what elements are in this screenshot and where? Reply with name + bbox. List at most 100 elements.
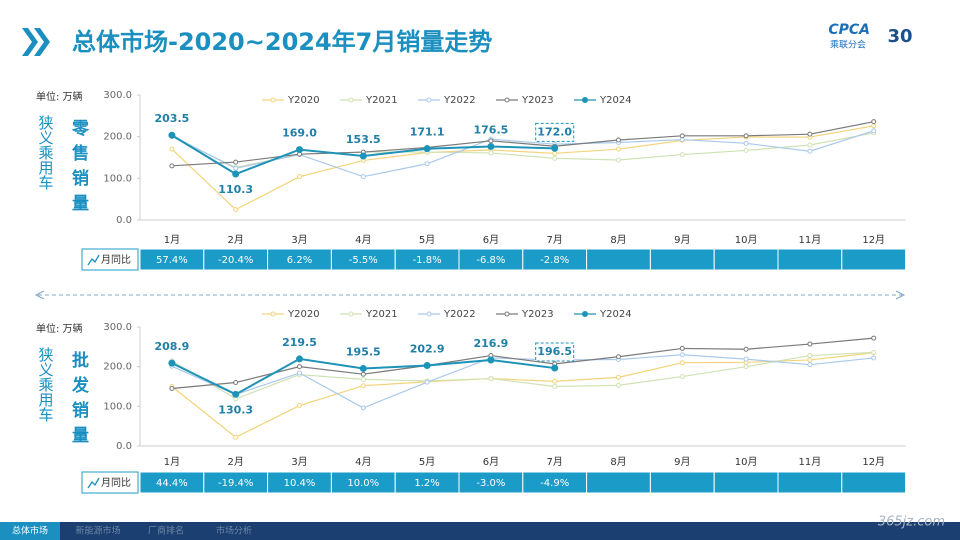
data-point [871,355,877,361]
x-tick-label: 11月 [799,234,822,246]
data-point [488,138,494,144]
series-line [171,121,874,167]
data-point [232,390,240,398]
footer-tab: 新能源市场 [75,525,120,537]
data-point [424,161,430,167]
data-point [297,370,302,376]
metric-label: 零售销量 [68,119,90,219]
mom-cell [649,471,715,494]
legend-label: Y2023 [521,95,554,106]
legend-label: Y2024 [599,95,632,106]
mom-value: -20.4% [218,255,253,266]
legend-marker [270,311,276,317]
watermark: 365jz.com [878,515,945,530]
legend-marker [426,97,432,103]
x-tick-label: 2月 [228,234,244,246]
mom-cell [841,471,907,494]
mom-value: -4.9% [540,478,569,489]
data-point [743,147,749,153]
mom-cell [586,248,651,271]
data-point [807,362,813,368]
badge: 30 [887,26,912,47]
mom-value: -6.8% [476,255,505,266]
y-tick-label: 100.0 [103,173,132,184]
data-point [552,378,558,384]
legend-label: Y2021 [365,95,398,106]
data-label: 176.5 [474,123,509,136]
data-point [871,123,877,129]
mom-value: -5.5% [349,255,378,266]
mom-value: 10.4% [284,478,316,489]
data-point [233,159,239,165]
data-point [296,355,303,363]
data-point [807,353,813,359]
data-point [360,383,366,389]
data-point [169,385,175,391]
x-tick-label: 6月 [483,234,499,246]
data-label: 153.5 [346,133,381,146]
data-label: 172.0 [537,125,572,138]
data-point [296,146,303,154]
legend-label: Y2023 [521,309,554,320]
data-point [679,352,685,358]
data-point [168,131,176,139]
mom-value: 1.2% [414,478,439,489]
x-tick-label: 8月 [610,234,626,246]
x-tick-label: 1月 [164,234,180,246]
y-tick-label: 0.0 [116,441,132,452]
data-point [359,364,367,372]
data-point [487,356,495,364]
x-tick-label: 7月 [547,234,563,246]
mom-icon [87,477,100,489]
y-tick-label: 200.0 [103,362,132,373]
data-point [616,354,621,360]
data-point [679,133,685,139]
x-tick-label: 9月 [674,234,690,246]
header-chevron [22,28,50,56]
data-point [679,152,685,158]
data-point [679,345,685,351]
data-point [616,382,621,388]
legend-marker [426,311,432,317]
legend-marker [270,97,276,103]
data-point [360,376,366,382]
data-point [551,144,559,152]
data-point [360,174,366,180]
data-point [233,434,239,440]
data-label: 110.3 [218,183,253,196]
data-point [871,335,877,341]
data-label: 203.5 [155,112,190,125]
metric-label: 批发销量 [68,350,90,451]
data-point [297,364,302,370]
x-tick-label: 2月 [228,456,244,468]
data-point [616,137,621,143]
label-box [535,342,575,362]
data-point [743,356,749,362]
mom-cell [713,248,779,271]
data-point [743,133,749,139]
footer-active-tab [0,522,60,540]
x-tick-label: 4月 [355,234,371,246]
data-point [616,157,621,163]
data-point [169,163,175,169]
data-point [871,119,877,125]
series-line [171,352,874,438]
y-tick-label: 300.0 [103,322,132,333]
mom-value: -1.8% [413,255,442,266]
x-tick-label: 10月 [735,234,758,246]
data-point [552,150,558,156]
data-point [359,152,367,160]
data-point [487,142,495,150]
x-tick-label: 3月 [291,234,307,246]
logo-sub: 乘联分会 [830,39,866,51]
y-tick-label: 200.0 [103,132,132,143]
mom-icon [87,254,100,266]
data-point [807,357,813,363]
mom-label-cell [81,248,139,271]
x-tick-label: 1月 [164,456,180,468]
x-tick-label: 6月 [483,456,499,468]
data-point [679,374,685,380]
data-point [743,140,749,146]
mom-cell [649,248,715,271]
mom-value: -19.4% [218,478,253,489]
